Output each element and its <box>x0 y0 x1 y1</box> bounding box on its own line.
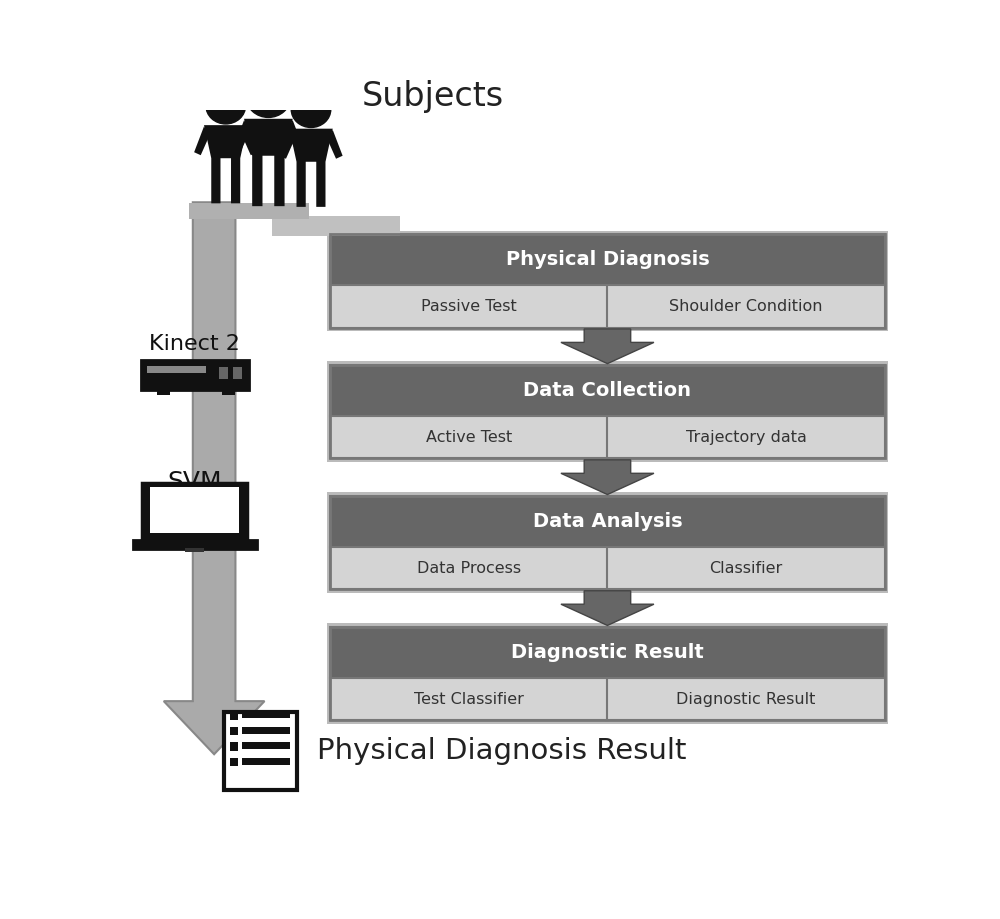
Text: Subjects: Subjects <box>361 80 504 113</box>
FancyBboxPatch shape <box>272 216 400 235</box>
Circle shape <box>246 77 290 118</box>
Polygon shape <box>204 125 247 203</box>
Text: Trajectory data: Trajectory data <box>686 430 806 445</box>
Circle shape <box>206 88 246 124</box>
Text: Diagnostic Result: Diagnostic Result <box>511 642 704 662</box>
FancyBboxPatch shape <box>142 483 247 539</box>
Polygon shape <box>289 129 333 207</box>
FancyBboxPatch shape <box>330 678 885 720</box>
Text: Active Test: Active Test <box>426 430 512 445</box>
FancyBboxPatch shape <box>330 627 885 678</box>
Text: Physical Diagnosis: Physical Diagnosis <box>506 250 709 269</box>
FancyBboxPatch shape <box>326 623 888 724</box>
FancyBboxPatch shape <box>230 727 238 735</box>
FancyBboxPatch shape <box>147 366 206 373</box>
Text: Shoulder Condition: Shoulder Condition <box>669 299 823 313</box>
FancyBboxPatch shape <box>224 711 297 789</box>
Polygon shape <box>233 120 250 153</box>
FancyBboxPatch shape <box>140 360 249 390</box>
Text: Diagnostic Result: Diagnostic Result <box>676 691 816 707</box>
Text: Passive Test: Passive Test <box>421 299 517 313</box>
FancyBboxPatch shape <box>330 496 885 547</box>
FancyBboxPatch shape <box>133 539 257 549</box>
Polygon shape <box>194 126 209 155</box>
FancyBboxPatch shape <box>222 389 235 395</box>
FancyBboxPatch shape <box>157 389 170 395</box>
Polygon shape <box>561 460 654 494</box>
Polygon shape <box>561 329 654 364</box>
FancyBboxPatch shape <box>330 285 885 327</box>
FancyBboxPatch shape <box>242 727 290 734</box>
FancyBboxPatch shape <box>230 758 238 766</box>
FancyBboxPatch shape <box>233 367 242 380</box>
FancyBboxPatch shape <box>219 367 228 380</box>
Text: Test Classifier: Test Classifier <box>414 691 524 707</box>
Polygon shape <box>287 120 304 153</box>
Polygon shape <box>327 130 343 159</box>
FancyBboxPatch shape <box>326 231 888 331</box>
Text: Data Process: Data Process <box>417 561 521 575</box>
Polygon shape <box>561 591 654 626</box>
FancyBboxPatch shape <box>330 234 885 285</box>
FancyBboxPatch shape <box>150 487 239 533</box>
FancyBboxPatch shape <box>242 758 290 765</box>
Polygon shape <box>164 202 264 754</box>
FancyBboxPatch shape <box>330 365 885 416</box>
Text: Kinect 2: Kinect 2 <box>149 334 240 354</box>
Text: Physical Diagnosis Result: Physical Diagnosis Result <box>317 737 686 765</box>
Polygon shape <box>242 126 257 155</box>
FancyBboxPatch shape <box>326 493 888 593</box>
FancyBboxPatch shape <box>330 416 885 459</box>
FancyBboxPatch shape <box>326 361 888 462</box>
FancyBboxPatch shape <box>242 711 290 719</box>
Text: Data Analysis: Data Analysis <box>533 512 682 531</box>
Polygon shape <box>279 130 295 159</box>
Text: Data Collection: Data Collection <box>523 381 691 400</box>
FancyBboxPatch shape <box>230 743 238 751</box>
Text: SVM: SVM <box>167 470 222 494</box>
Polygon shape <box>244 119 293 206</box>
FancyBboxPatch shape <box>230 711 238 720</box>
FancyBboxPatch shape <box>185 548 204 551</box>
FancyBboxPatch shape <box>242 743 290 750</box>
Text: Classifier: Classifier <box>709 561 783 575</box>
FancyBboxPatch shape <box>330 547 885 589</box>
Circle shape <box>291 91 331 128</box>
FancyBboxPatch shape <box>189 203 309 219</box>
